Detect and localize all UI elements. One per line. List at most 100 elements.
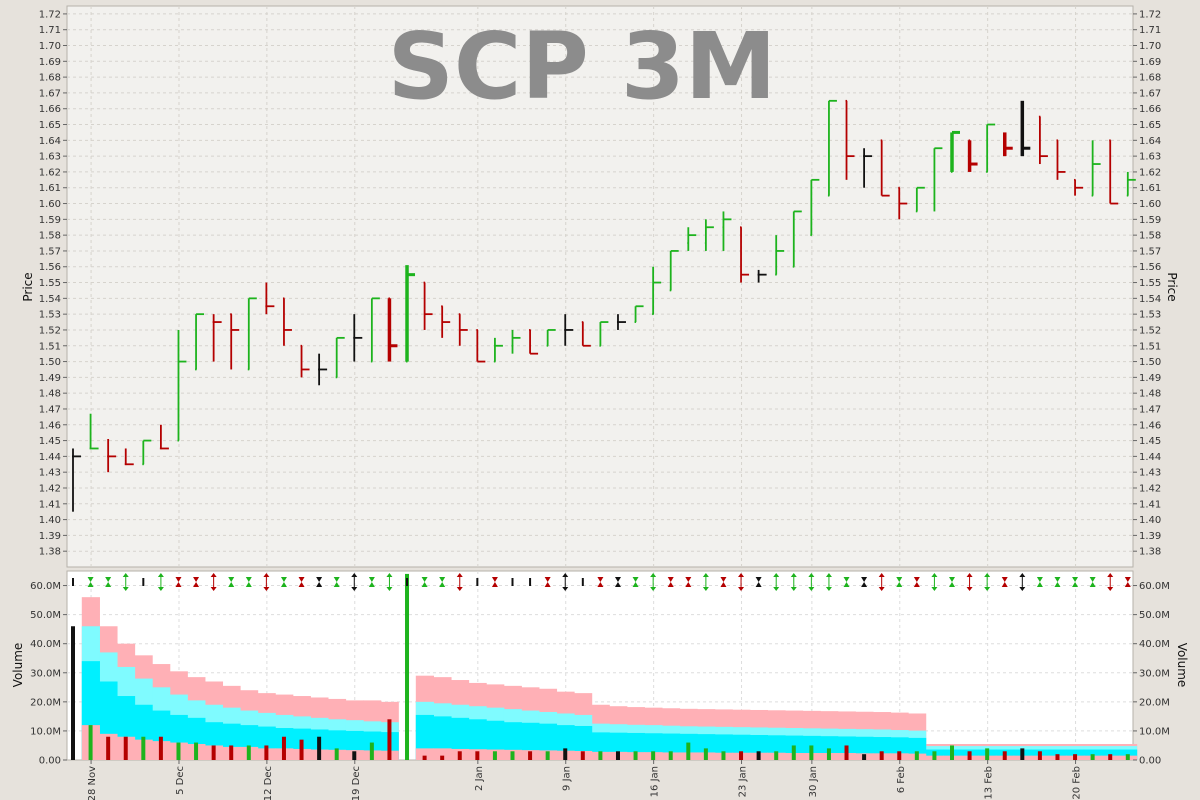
price-tick-label-left: 1.63 bbox=[39, 152, 61, 163]
ohlc-bar bbox=[124, 448, 134, 466]
volume-profile-band-base bbox=[433, 748, 452, 760]
signal-marker bbox=[650, 573, 657, 591]
ohlc-bar bbox=[722, 211, 732, 251]
price-tick-label-left: 1.72 bbox=[39, 9, 61, 20]
price-tick-label-left: 1.39 bbox=[39, 531, 61, 542]
volume-bar bbox=[334, 748, 339, 760]
volume-bar bbox=[844, 745, 849, 760]
date-tick-label: 2 Jan bbox=[474, 766, 485, 791]
signal-marker bbox=[843, 577, 850, 587]
price-tick-label-right: 1.52 bbox=[1139, 325, 1161, 336]
signal-marker bbox=[456, 573, 463, 591]
volume-bar bbox=[405, 573, 410, 760]
date-tick-label: 23 Jan bbox=[738, 766, 749, 797]
signal-marker bbox=[878, 573, 885, 591]
ohlc-bar bbox=[529, 329, 539, 355]
ohlc-bar bbox=[89, 413, 99, 450]
price-tick-label-right: 1.39 bbox=[1139, 531, 1161, 542]
ohlc-bar bbox=[757, 269, 767, 283]
price-tick-label-left: 1.64 bbox=[39, 136, 61, 147]
volume-bar bbox=[545, 751, 550, 760]
volume-bar bbox=[71, 626, 75, 760]
ohlc-bar bbox=[687, 227, 697, 251]
price-tick-label-right: 1.44 bbox=[1139, 452, 1161, 463]
volume-bar bbox=[668, 751, 673, 760]
price-tick-label-left: 1.38 bbox=[39, 547, 61, 558]
ohlc-bar bbox=[212, 314, 222, 362]
ohlc-bar bbox=[616, 314, 626, 330]
volume-bar bbox=[862, 754, 867, 760]
signal-marker bbox=[1001, 577, 1008, 587]
volume-bar bbox=[1037, 751, 1042, 760]
ohlc-bar bbox=[282, 297, 292, 346]
volume-bar bbox=[1002, 751, 1007, 760]
ohlc-bar bbox=[195, 313, 205, 371]
volume-bar bbox=[721, 751, 726, 760]
price-tick-label-left: 1.55 bbox=[39, 278, 61, 289]
price-tick-label-right: 1.66 bbox=[1139, 104, 1161, 115]
date-tick-label: 30 Jan bbox=[808, 766, 819, 797]
ohlc-bar bbox=[652, 266, 662, 316]
signal-marker bbox=[175, 577, 182, 587]
ohlc-bar bbox=[476, 329, 486, 363]
price-tick-label-right: 1.67 bbox=[1139, 88, 1161, 99]
volume-bar bbox=[563, 748, 568, 760]
price-tick-label-left: 1.50 bbox=[39, 357, 61, 368]
volume-bar bbox=[88, 725, 93, 760]
signal-marker bbox=[105, 577, 112, 587]
volume-tick-label-left: 40.0M bbox=[30, 639, 61, 650]
ohlc-bar bbox=[1056, 139, 1066, 180]
price-tick-label-left: 1.59 bbox=[39, 215, 61, 226]
ohlc-bar bbox=[740, 226, 750, 283]
ohlc-bar bbox=[950, 130, 960, 173]
signal-marker bbox=[544, 577, 551, 587]
ohlc-bar bbox=[177, 329, 187, 442]
date-tick-label: 16 Jan bbox=[650, 766, 661, 797]
signal-marker bbox=[808, 573, 815, 591]
signal-marker bbox=[368, 577, 375, 587]
ohlc-bar bbox=[863, 148, 873, 188]
price-tick-label-right: 1.40 bbox=[1139, 515, 1161, 526]
signal-marker bbox=[386, 573, 393, 591]
price-tick-label-left: 1.52 bbox=[39, 325, 61, 336]
price-tick-label-left: 1.53 bbox=[39, 310, 61, 321]
ohlc-bar bbox=[458, 313, 468, 346]
volume-bar bbox=[352, 751, 357, 760]
ohlc-bar bbox=[423, 281, 433, 330]
ohlc-bar bbox=[230, 313, 240, 370]
signal-marker bbox=[614, 577, 621, 587]
price-tick-label-left: 1.41 bbox=[39, 499, 61, 510]
volume-bar bbox=[422, 755, 427, 760]
volume-bar bbox=[141, 736, 146, 760]
signal-marker bbox=[790, 573, 797, 591]
volume-bar bbox=[229, 745, 234, 760]
signal-marker bbox=[421, 577, 428, 587]
price-tick-label-left: 1.47 bbox=[39, 404, 61, 415]
date-axis-ticks: 28 Nov 5 Dec 12 Dec 19 Dec 2 Jan 9 Jan 16 Jan 2… bbox=[87, 760, 1083, 800]
ohlc-bar bbox=[775, 235, 785, 276]
volume-bar bbox=[1055, 754, 1060, 760]
signal-marker bbox=[228, 577, 235, 587]
price-tick-label-right: 1.45 bbox=[1139, 436, 1161, 447]
volume-bar bbox=[756, 751, 761, 760]
signal-marker bbox=[439, 577, 446, 587]
ohlc-bar bbox=[300, 344, 310, 378]
signal-marker bbox=[1036, 577, 1043, 587]
ohlc-bar bbox=[880, 139, 890, 197]
volume-axis-label-right: Volume bbox=[1175, 643, 1189, 688]
volume-tick-label-right: 20.0M bbox=[1139, 697, 1170, 708]
date-tick-label: 28 Nov bbox=[87, 766, 98, 800]
volume-bar bbox=[1073, 754, 1078, 760]
volume-bar bbox=[897, 751, 902, 760]
date-tick-label: 6 Feb bbox=[896, 766, 907, 793]
volume-bar bbox=[281, 736, 286, 760]
price-tick-label-left: 1.56 bbox=[39, 262, 61, 273]
ohlc-bar bbox=[142, 439, 152, 466]
signal-marker bbox=[984, 573, 991, 591]
ohlc-bar bbox=[1091, 140, 1101, 197]
volume-tick-label-left: 30.0M bbox=[30, 668, 61, 679]
volume-bar bbox=[299, 739, 304, 760]
volume-tick-label-left: 50.0M bbox=[30, 610, 61, 621]
volume-bar bbox=[598, 751, 603, 760]
date-tick-label: 20 Feb bbox=[1072, 766, 1083, 800]
